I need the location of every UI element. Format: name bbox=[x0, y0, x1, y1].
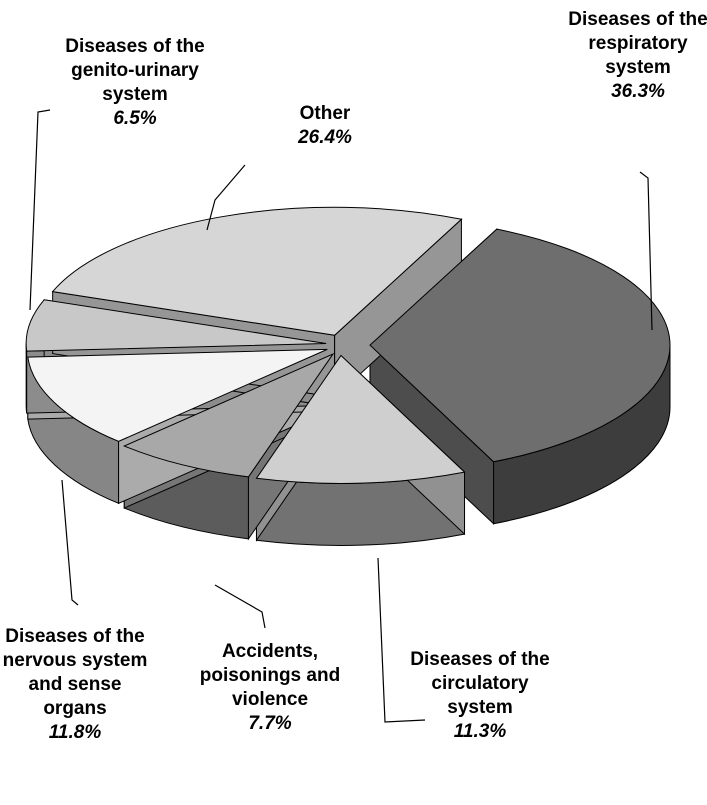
category-label: Diseases of the nervous system and sense… bbox=[2, 626, 148, 719]
value-label: 6.5% bbox=[113, 108, 157, 129]
value-label: 11.3% bbox=[453, 721, 507, 742]
category-label: Diseases of the respiratory system bbox=[568, 9, 707, 78]
slice bbox=[369, 228, 671, 463]
slice bbox=[255, 354, 466, 484]
slice-label: Accidents, poisonings and violence 7.7% bbox=[195, 640, 345, 736]
slice-label: Diseases of the circulatory system 11.3% bbox=[405, 648, 555, 744]
leader-line bbox=[639, 171, 653, 331]
slice-label: Diseases of the genito-urinary system 6.5… bbox=[55, 35, 215, 131]
leader-line bbox=[61, 479, 79, 606]
leader-line bbox=[29, 109, 51, 311]
leader-line bbox=[214, 584, 266, 629]
value-label: 36.3% bbox=[611, 81, 665, 102]
slice bbox=[51, 206, 463, 336]
leader-line bbox=[377, 557, 426, 723]
category-label: Diseases of the circulatory system bbox=[410, 649, 550, 718]
leader-line bbox=[206, 164, 246, 231]
value-label: 11.8% bbox=[48, 722, 102, 743]
value-label: 26.4% bbox=[298, 127, 352, 148]
slice-label: Other 26.4% bbox=[265, 102, 385, 150]
slice-label: Diseases of the respiratory system 36.3% bbox=[563, 8, 707, 104]
slice-label: Diseases of the nervous system and sense… bbox=[0, 625, 150, 745]
category-label: Accidents, poisonings and violence bbox=[199, 641, 341, 710]
value-label: 7.7% bbox=[248, 713, 292, 734]
slice bbox=[25, 299, 327, 352]
slice bbox=[122, 352, 335, 478]
slice bbox=[27, 348, 328, 442]
leader-lines bbox=[29, 109, 653, 723]
category-label: Other bbox=[299, 103, 351, 124]
category-label: Diseases of the genito-urinary system bbox=[65, 36, 205, 105]
slices bbox=[25, 206, 671, 546]
